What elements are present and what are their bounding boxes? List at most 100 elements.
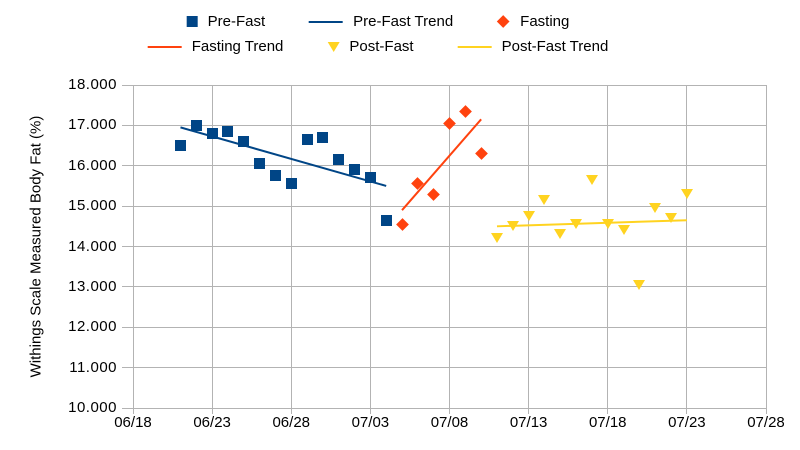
x-axis-tick — [449, 408, 450, 414]
post-fast-point — [617, 225, 630, 236]
x-tick-label: 07/13 — [509, 414, 548, 431]
x-axis-tick — [528, 408, 530, 414]
gridline-horizontal — [133, 246, 767, 247]
x-axis-tick — [290, 408, 292, 414]
post-fast-point — [649, 203, 662, 214]
post-fast-marker-icon — [327, 41, 340, 52]
y-axis-tick — [122, 165, 135, 167]
legend-row-2: Fasting Trend Post-Fast Post-Fast Trend — [147, 38, 609, 55]
y-axis-title-wrap: Withings Scale Measured Body Fat (%) — [21, 85, 51, 408]
legend-item-pre-fast-trend: Pre-Fast Trend — [309, 13, 453, 30]
legend-row-1: Pre-Fast Pre-Fast Trend Fasting — [186, 13, 569, 30]
y-tick-label: 16.000 — [68, 156, 117, 174]
pre-fast-point — [254, 158, 266, 170]
pre-fast-point — [190, 119, 202, 131]
post-fast-point — [554, 229, 567, 240]
pre-fast-point — [222, 125, 234, 137]
pre-fast-point — [238, 136, 250, 148]
gridline-horizontal — [133, 165, 767, 167]
post-fast-point — [538, 195, 551, 206]
gridline-vertical — [686, 85, 688, 409]
gridline-vertical — [290, 85, 292, 409]
fasting-marker-icon — [497, 15, 511, 28]
pre-fast-point — [285, 178, 297, 190]
gridline-horizontal — [133, 205, 767, 207]
gridline-horizontal — [133, 326, 767, 328]
pre-fast-point — [380, 214, 392, 226]
post-fast-trend-marker-icon — [457, 45, 492, 48]
x-tick-label: 07/03 — [351, 414, 390, 431]
gridline-vertical — [449, 85, 450, 409]
gridline-vertical — [211, 85, 213, 409]
y-tick-label: 17.000 — [68, 116, 117, 134]
y-tick-label: 18.000 — [68, 76, 117, 93]
legend-label: Pre-Fast Trend — [353, 13, 454, 30]
x-tick-label: 06/28 — [272, 414, 311, 431]
y-tick-label: 15.000 — [68, 197, 117, 215]
gridline-horizontal — [133, 367, 767, 369]
pre-fast-point — [364, 172, 376, 184]
post-fast-point — [585, 174, 598, 185]
post-fast-point — [490, 233, 503, 244]
post-fast-point — [522, 211, 535, 222]
legend-item-fasting-trend: Fasting Trend — [147, 38, 284, 55]
y-tick-label: 14.000 — [68, 237, 117, 255]
legend-item-fasting: Fasting — [497, 13, 569, 30]
y-tick-label: 11.000 — [69, 358, 117, 376]
y-axis-tick — [122, 205, 135, 207]
y-axis-tick — [122, 326, 135, 328]
post-fast-point — [506, 221, 519, 232]
fasting-trend-marker-icon — [147, 45, 182, 48]
post-fast-point — [601, 219, 614, 230]
gridline-vertical — [765, 85, 767, 409]
legend-label: Post-Fast — [349, 38, 414, 55]
x-tick-label: 07/18 — [588, 414, 627, 431]
x-axis-tick — [765, 408, 767, 414]
post-fast-point — [570, 219, 583, 230]
pre-fast-point — [206, 127, 218, 139]
gridline-horizontal — [133, 407, 767, 409]
y-axis-tick — [122, 407, 135, 409]
x-tick-label: 07/08 — [430, 414, 469, 431]
x-axis-tick — [607, 408, 609, 414]
pre-fast-marker-icon — [186, 16, 198, 27]
legend-label: Fasting — [520, 13, 570, 30]
post-fast-point — [633, 279, 646, 290]
pre-fast-point — [174, 140, 186, 152]
gridline-horizontal — [133, 286, 767, 288]
legend-item-post-fast: Post-Fast — [327, 38, 414, 55]
post-fast-point — [680, 189, 693, 199]
legend-label: Post-Fast Trend — [501, 38, 609, 55]
y-axis-tick — [122, 84, 135, 86]
fasting-trend-line — [401, 118, 482, 211]
pre-fast-point — [301, 134, 313, 145]
y-axis-tick — [122, 367, 135, 369]
post-fast-point — [665, 213, 678, 224]
y-axis-tick — [122, 246, 135, 247]
x-axis-tick — [211, 408, 213, 414]
y-tick-label: 10.000 — [68, 399, 117, 416]
pre-fast-point — [317, 131, 329, 143]
y-tick-label: 12.000 — [68, 318, 117, 336]
gridline-vertical — [369, 85, 371, 409]
legend-item-post-fast-trend: Post-Fast Trend — [457, 38, 609, 55]
x-tick-label: 06/23 — [193, 414, 231, 431]
gridline-vertical — [607, 85, 609, 409]
pre-fast-trend-marker-icon — [309, 20, 344, 23]
legend-label: Fasting Trend — [191, 38, 284, 55]
x-axis-tick — [369, 408, 371, 414]
y-axis-title: Withings Scale Measured Body Fat (%) — [27, 115, 45, 378]
x-tick-label: 07/23 — [668, 414, 706, 431]
x-axis-tick — [686, 408, 688, 414]
y-tick-label: 13.000 — [68, 277, 117, 295]
gridline-vertical — [132, 85, 134, 409]
y-axis-tick — [122, 124, 135, 126]
pre-fast-point — [269, 170, 281, 182]
legend-label: Pre-Fast — [207, 13, 266, 30]
x-tick-label: 06/18 — [114, 414, 152, 431]
pre-fast-point — [349, 164, 361, 176]
pre-fast-point — [333, 154, 345, 166]
x-tick-label: 07/28 — [747, 414, 785, 431]
y-axis-tick — [122, 286, 135, 288]
